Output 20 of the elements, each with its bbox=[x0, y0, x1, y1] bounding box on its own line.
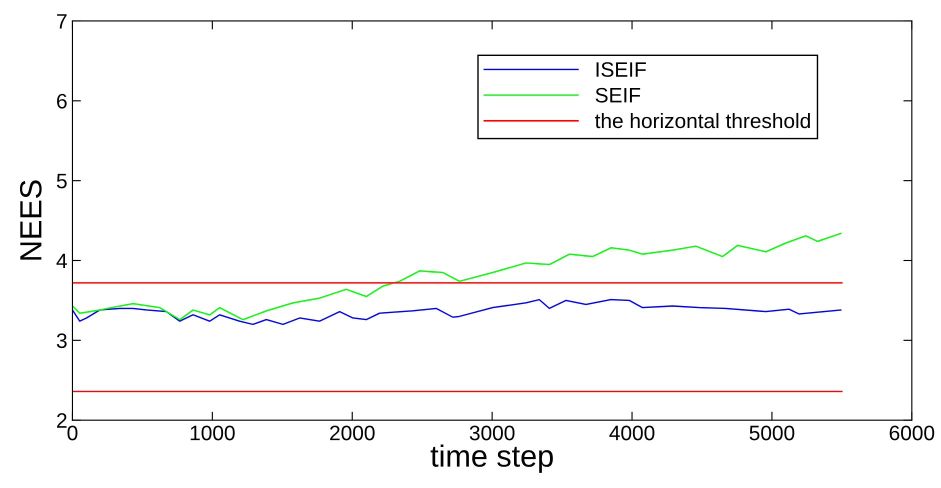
x-tick-label: 6000 bbox=[890, 426, 934, 440]
x-tick-label: 3000 bbox=[470, 426, 515, 440]
line-series bbox=[72, 298, 842, 326]
x-tick-label: 0 bbox=[67, 426, 78, 440]
x-tick-label: 4000 bbox=[609, 426, 654, 440]
legend-label: the horizontal threshold bbox=[594, 112, 810, 128]
legend-label: ISEIF bbox=[596, 62, 646, 77]
x-tick-label: 5000 bbox=[750, 426, 794, 440]
x-tick-label: 2000 bbox=[330, 426, 375, 440]
x-tick-label: 1000 bbox=[190, 426, 235, 440]
y-tick-label: 5 bbox=[56, 174, 67, 188]
y-tick-label: 3 bbox=[56, 333, 67, 348]
y-tick-label: 2 bbox=[57, 413, 67, 428]
y-axis-title: NEES bbox=[20, 180, 42, 260]
legend-label: SEIF bbox=[596, 88, 640, 103]
line-series bbox=[72, 232, 842, 320]
y-tick-label: 6 bbox=[57, 94, 67, 109]
x-axis-title: time step bbox=[430, 444, 553, 473]
y-tick-label: 7 bbox=[57, 14, 67, 29]
y-tick-label: 4 bbox=[56, 254, 67, 268]
